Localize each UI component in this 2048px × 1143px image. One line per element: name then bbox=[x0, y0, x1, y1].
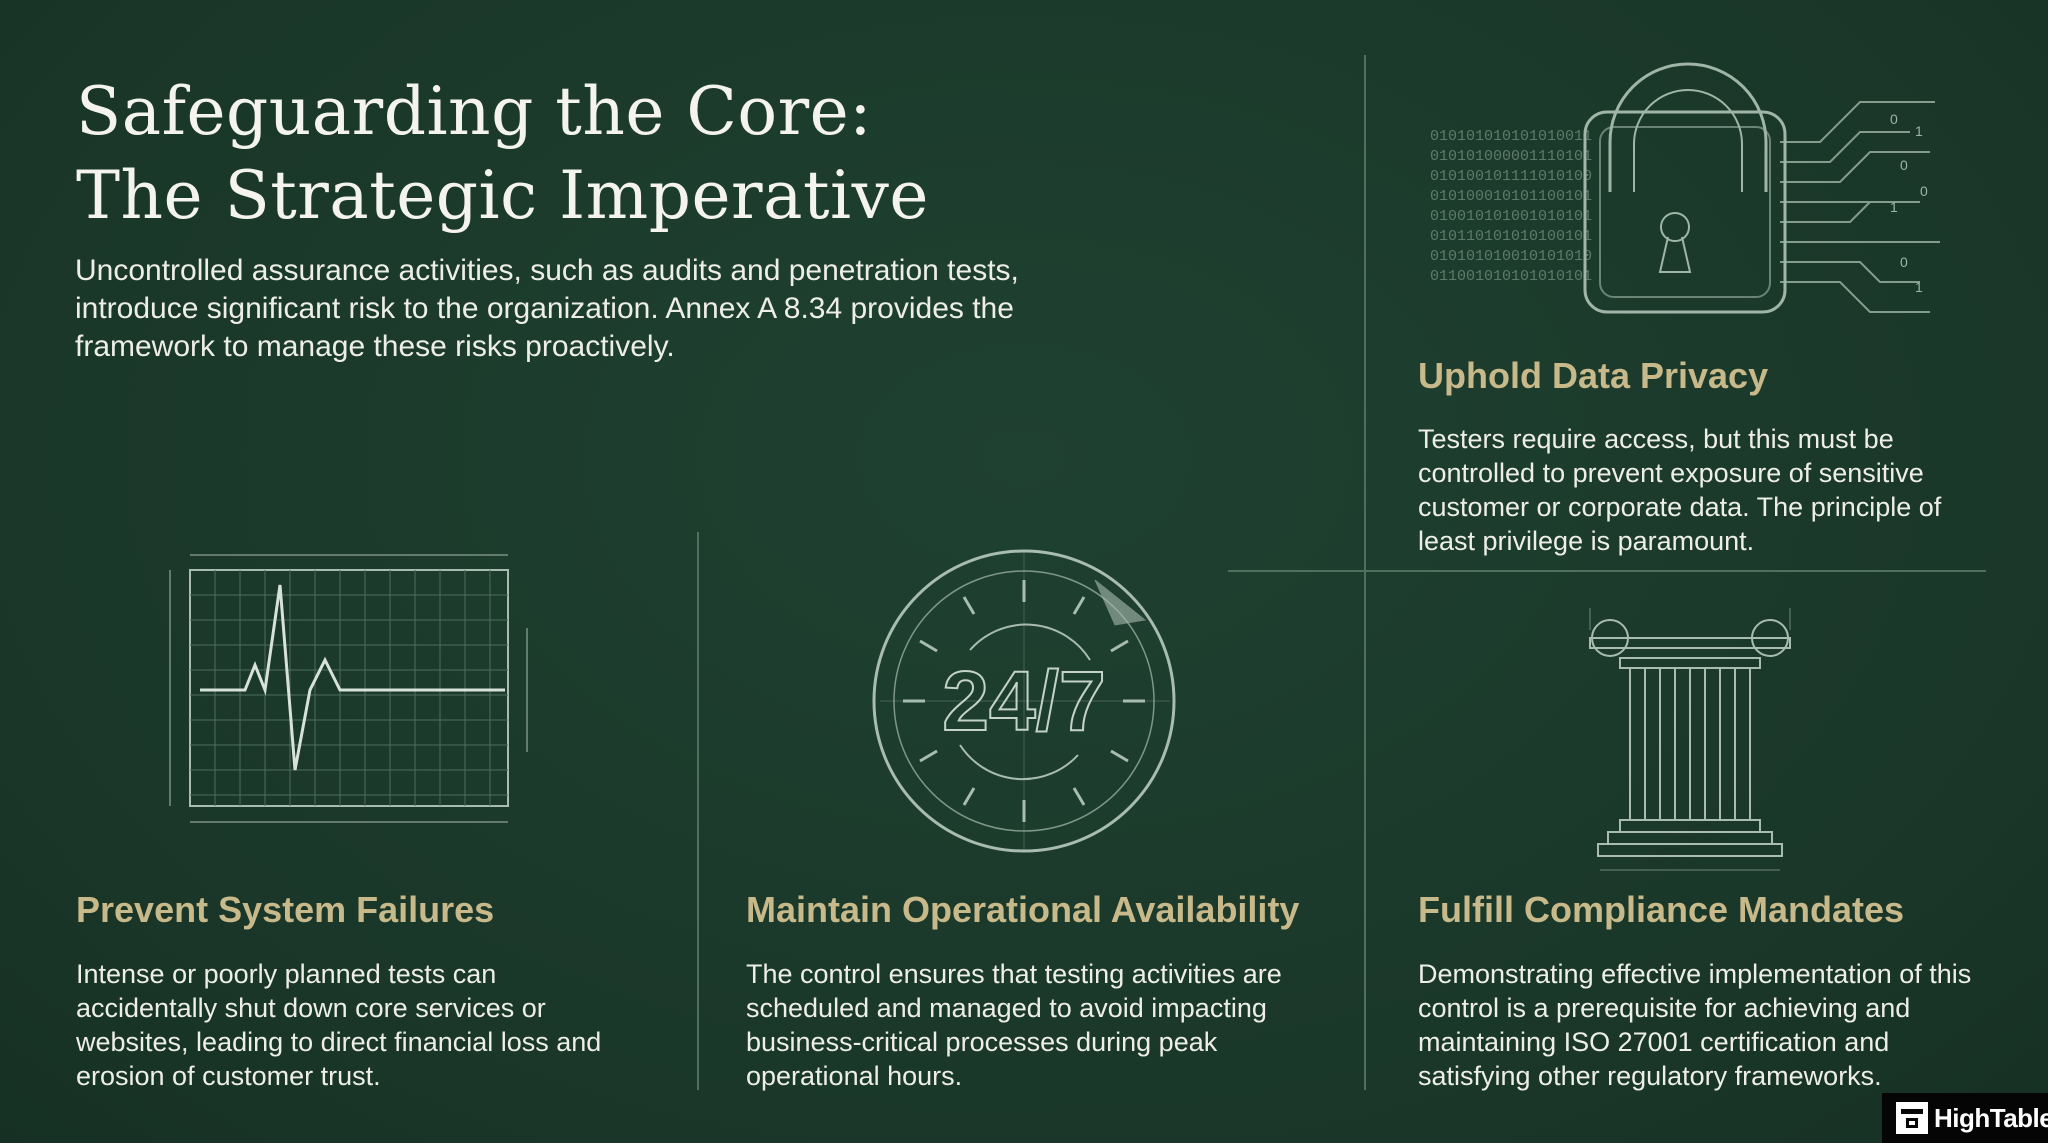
svg-text:011001010101010101: 011001010101010101 bbox=[1430, 268, 1592, 285]
svg-text:0: 0 bbox=[1900, 157, 1908, 173]
divider-vertical-right bbox=[1364, 55, 1366, 1090]
divider-horizontal bbox=[1228, 570, 1986, 572]
hightable-logo-icon bbox=[1896, 1102, 1928, 1134]
svg-text:1: 1 bbox=[1915, 123, 1923, 139]
pillar-icon bbox=[1589, 608, 1791, 871]
svg-text:010110101010100101: 010110101010100101 bbox=[1430, 228, 1592, 245]
svg-text:0: 0 bbox=[1900, 254, 1908, 270]
title-line-2: The Strategic Imperative bbox=[76, 157, 929, 234]
section-heading-operational-availability: Maintain Operational Availability bbox=[746, 889, 1300, 930]
section-body-data-privacy: Testers require access, but this must be… bbox=[1418, 424, 1942, 556]
svg-text:010101010010101010: 010101010010101010 bbox=[1430, 248, 1592, 265]
padlock-icon: 010101010101010011 010101000001110101 01… bbox=[1430, 62, 1940, 314]
clock-label: 24/7 bbox=[942, 654, 1106, 748]
svg-text:1: 1 bbox=[1890, 199, 1898, 215]
section-body-system-failures: Intense or poorly planned tests can acci… bbox=[76, 959, 602, 1091]
divider-vertical-middle bbox=[697, 532, 699, 1090]
section-body-compliance-mandates: Demonstrating effective implementation o… bbox=[1418, 959, 1972, 1091]
heartbeat-monitor-icon bbox=[169, 554, 528, 823]
svg-text:1: 1 bbox=[1915, 279, 1923, 295]
svg-text:010100010101100101: 010100010101100101 bbox=[1430, 188, 1592, 205]
page-title: Safeguarding the Core: The Strategic Imp… bbox=[76, 70, 929, 238]
section-heading-compliance-mandates: Fulfill Compliance Mandates bbox=[1418, 889, 1905, 930]
brand-name: HighTable bbox=[1934, 1102, 2048, 1133]
section-heading-data-privacy: Uphold Data Privacy bbox=[1418, 355, 1769, 396]
svg-text:0: 0 bbox=[1890, 111, 1898, 127]
intro-text: Uncontrolled assurance activities, such … bbox=[75, 254, 1019, 363]
svg-text:010101000001110101: 010101000001110101 bbox=[1430, 148, 1592, 165]
section-body-operational-availability: The control ensures that testing activit… bbox=[746, 959, 1282, 1091]
clock-24-7-icon: 24/7 bbox=[872, 549, 1176, 853]
brand-logo: HighTable bbox=[1882, 1093, 2048, 1143]
svg-text:010101010101010011: 010101010101010011 bbox=[1430, 128, 1592, 145]
svg-text:010100101111010100: 010100101111010100 bbox=[1430, 168, 1592, 185]
svg-text:010010101001010101: 010010101001010101 bbox=[1430, 208, 1592, 225]
svg-text:0: 0 bbox=[1920, 183, 1928, 199]
title-line-1: Safeguarding the Core: bbox=[76, 73, 872, 150]
section-heading-system-failures: Prevent System Failures bbox=[76, 889, 495, 930]
